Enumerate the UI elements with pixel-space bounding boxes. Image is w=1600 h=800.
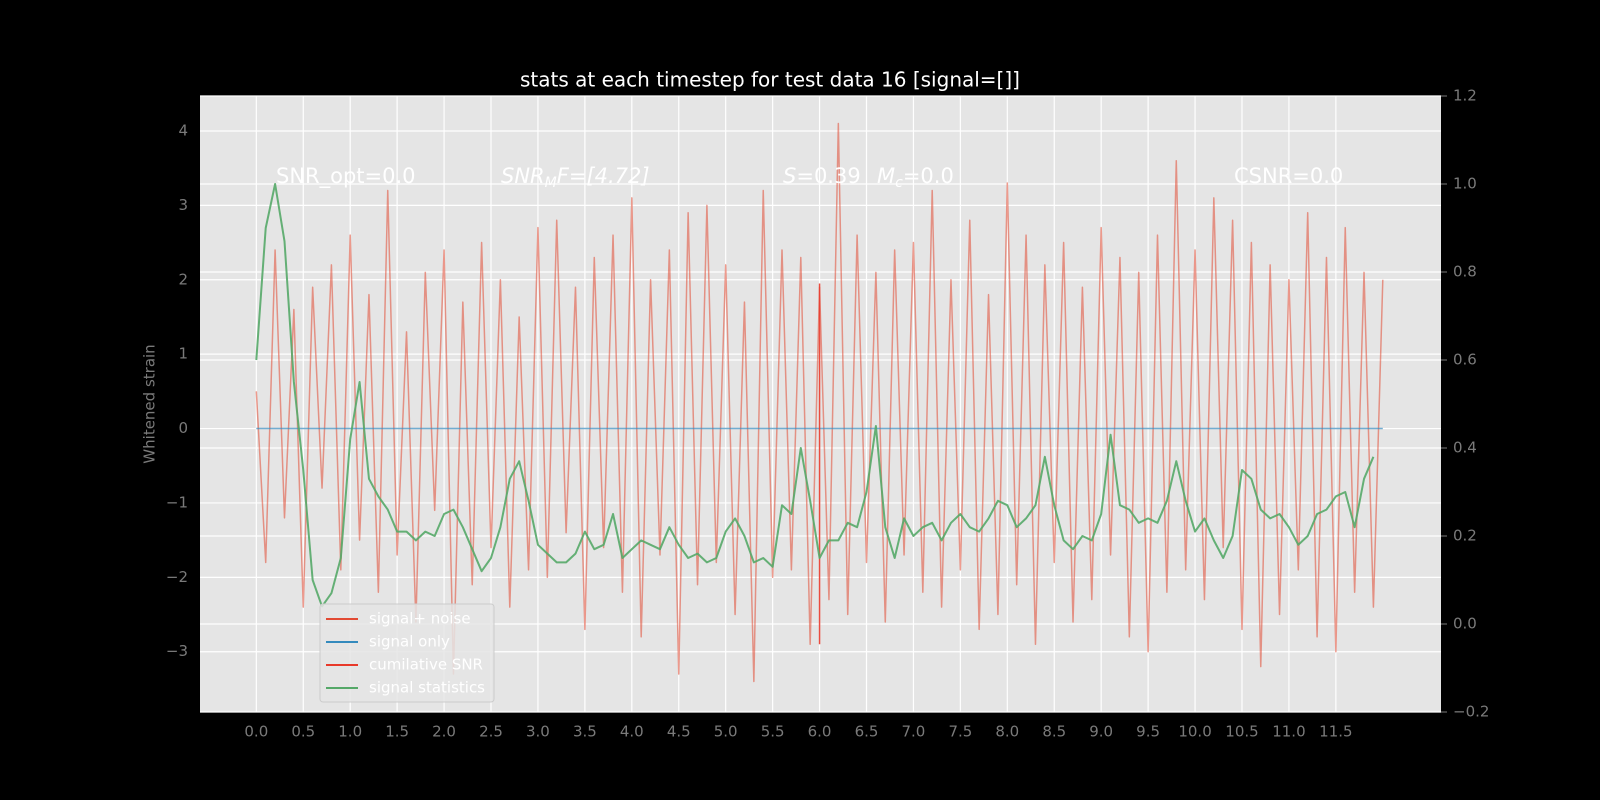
annotation: Mc=0.0 — [877, 164, 954, 191]
series-line — [255, 183, 1375, 608]
y2-tick-label: 0.8 — [1453, 263, 1477, 281]
x-tick-label: 5.5 — [761, 723, 785, 741]
x-tick-label: 4.0 — [620, 723, 644, 741]
chart-title: stats at each timestep for test data 16 … — [520, 68, 1020, 92]
y-tick-label: −2 — [166, 568, 188, 586]
x-tick-label: 9.0 — [1089, 723, 1113, 741]
x-tick-label: 0.5 — [291, 723, 315, 741]
x-tick-label: 3.5 — [573, 723, 597, 741]
y2-tick-label: 1.2 — [1453, 87, 1477, 105]
x-tick-label: 2.5 — [479, 723, 503, 741]
legend-box — [319, 603, 495, 703]
y-tick-label: 0 — [178, 419, 188, 437]
x-tick-label: 6.5 — [855, 723, 879, 741]
legend-label: cumilative SNR — [369, 656, 483, 674]
x-tick-label: 3.0 — [526, 723, 550, 741]
x-tick-label: 11.0 — [1272, 723, 1305, 741]
x-tick-label: 10.0 — [1178, 723, 1211, 741]
x-tick-label: 5.0 — [714, 723, 738, 741]
y-tick-label: 3 — [178, 196, 188, 214]
legend-label: signal only — [369, 633, 450, 651]
y2-tick-label: 0.4 — [1453, 439, 1477, 457]
annotation: SNR_opt=0.0 — [276, 164, 416, 189]
y2-tick-label: 0.0 — [1453, 615, 1477, 633]
legend-label: signal statistics — [369, 679, 485, 697]
annotation: S=0.39 — [783, 164, 861, 188]
y2-tick-label: 0.6 — [1453, 351, 1477, 369]
x-tick-label: 2.0 — [432, 723, 456, 741]
annotation: CSNR=0.0 — [1234, 164, 1343, 188]
x-tick-label: 1.0 — [338, 723, 362, 741]
y-axis-label: Whitened strain — [141, 344, 159, 463]
y2-tick-label: 0.2 — [1453, 527, 1477, 545]
x-tick-label: 0.0 — [244, 723, 268, 741]
x-tick-label: 8.5 — [1042, 723, 1066, 741]
annotation: SNRMF=[4.72] — [501, 164, 650, 191]
x-tick-label: 9.5 — [1136, 723, 1160, 741]
y-tick-label: 2 — [178, 270, 188, 288]
x-tick-label: 7.5 — [948, 723, 972, 741]
x-tick-label: 10.5 — [1225, 723, 1258, 741]
x-tick-label: 1.5 — [385, 723, 409, 741]
y-tick-label: 4 — [178, 121, 188, 139]
plot-layer — [200, 95, 1441, 713]
y-tick-label: 1 — [178, 345, 188, 363]
x-tick-label: 7.0 — [902, 723, 926, 741]
y2-tick-label: −0.2 — [1453, 703, 1489, 721]
x-tick-label: 4.5 — [667, 723, 691, 741]
y-tick-label: −3 — [166, 642, 188, 660]
x-tick-label: 8.0 — [995, 723, 1019, 741]
x-tick-label: 6.0 — [808, 723, 832, 741]
y2-tick-label: 1.0 — [1453, 175, 1477, 193]
legend-label: signal+ noise — [369, 610, 471, 628]
x-tick-label: 11.5 — [1319, 723, 1352, 741]
y-tick-label: −1 — [166, 493, 188, 511]
